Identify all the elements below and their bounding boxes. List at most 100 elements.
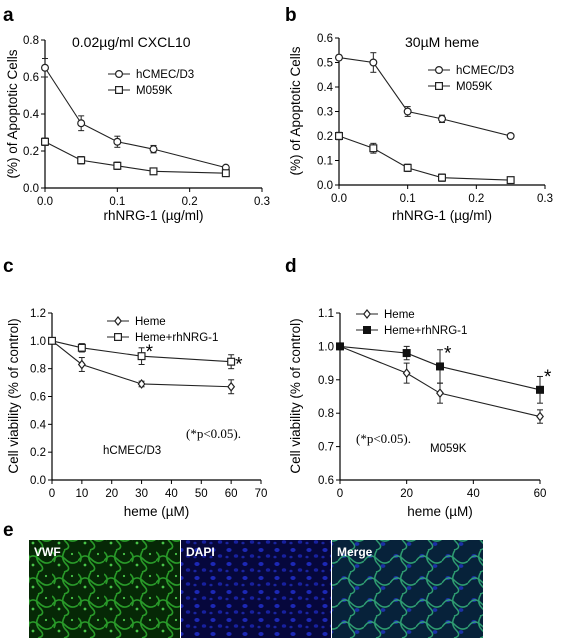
x-tick-label: 10 bbox=[75, 488, 88, 500]
y-tick-label: 0.8 bbox=[30, 364, 46, 376]
legend-marker bbox=[435, 65, 444, 74]
micrograph-vwf: VWF bbox=[29, 540, 180, 638]
cell-line-label: hCMEC/D3 bbox=[103, 445, 161, 457]
legend-label: M059K bbox=[136, 85, 173, 97]
x-tick-label: 60 bbox=[534, 488, 547, 500]
chart-panel-d: 0.6 0.7 0.8 0.9 1.0 1.1 0 20 40 60 heme (µM) Cell v… bbox=[288, 308, 552, 519]
legend-label: Heme+rhNRG-1 bbox=[135, 332, 218, 344]
x-tick-label: 0.2 bbox=[182, 196, 198, 208]
panel-letter-e: e bbox=[3, 520, 14, 541]
x-tick-label: 0 bbox=[49, 488, 55, 500]
y-tick-label: 0.6 bbox=[30, 392, 46, 404]
y-axis-label: (%) of Apoptotic Cells bbox=[5, 49, 20, 178]
micrograph-merge: Merge bbox=[332, 540, 483, 638]
x-tick-label: 40 bbox=[467, 488, 480, 500]
series-line bbox=[339, 345, 541, 418]
data-point bbox=[221, 169, 230, 178]
micrograph-dapi: DAPI bbox=[181, 540, 331, 638]
y-tick-label: 0.4 bbox=[317, 82, 334, 94]
legend-label: Heme bbox=[135, 316, 166, 328]
micrograph-label-merge: Merge bbox=[337, 545, 373, 559]
y-axis-label: Cell viability (% of control) bbox=[288, 318, 303, 473]
legend-label: M059K bbox=[456, 81, 493, 93]
data-point bbox=[536, 411, 544, 422]
chart-panel-c: 0.0 0.2 0.4 0.6 0.8 1.0 1.2 0 10 20 30 40 50 60 70 heme… bbox=[6, 308, 267, 519]
y-axis-label: (%) of Apoptotic Cells bbox=[288, 46, 303, 175]
data-point bbox=[149, 167, 158, 176]
x-tick-label: 0 bbox=[337, 488, 343, 500]
y-tick-label: 1.0 bbox=[318, 341, 334, 353]
data-point bbox=[137, 379, 146, 389]
data-point bbox=[436, 362, 445, 371]
x-tick-label: 50 bbox=[195, 488, 208, 500]
y-tick-label: 0.0 bbox=[30, 475, 46, 487]
micrograph-label-dapi: DAPI bbox=[186, 545, 215, 559]
legend-marker bbox=[114, 69, 123, 78]
series-0 bbox=[48, 335, 236, 395]
series-line bbox=[51, 340, 232, 388]
data-point bbox=[40, 137, 49, 146]
significance-star: * bbox=[544, 367, 552, 388]
y-tick-label: 0.4 bbox=[23, 109, 40, 121]
p-value-note: (*p<0.05). bbox=[186, 426, 241, 441]
data-point bbox=[438, 114, 447, 123]
x-tick-label: 0.0 bbox=[37, 196, 53, 208]
data-point bbox=[77, 359, 86, 370]
data-point bbox=[402, 349, 411, 358]
data-point bbox=[335, 132, 344, 141]
p-value-note: (*p<0.05). bbox=[356, 431, 411, 446]
x-tick-label: 40 bbox=[165, 488, 178, 500]
legend-marker bbox=[363, 326, 372, 335]
panel-letter-d: d bbox=[285, 256, 297, 277]
data-point bbox=[77, 156, 86, 165]
y-tick-label: 0.0 bbox=[23, 183, 39, 195]
panel-letter-b: b bbox=[285, 5, 297, 26]
y-tick-label: 0.3 bbox=[317, 107, 333, 119]
legend-marker bbox=[114, 316, 122, 326]
x-tick-label: 60 bbox=[225, 488, 238, 500]
y-tick-label: 0.2 bbox=[317, 131, 333, 143]
x-tick-label: 0.2 bbox=[468, 193, 484, 205]
x-tick-label: 0.1 bbox=[400, 193, 416, 205]
significance-star: * bbox=[444, 344, 452, 365]
y-tick-label: 0.8 bbox=[318, 408, 334, 420]
data-point bbox=[113, 161, 122, 170]
data-point bbox=[403, 107, 412, 116]
data-point bbox=[227, 381, 236, 392]
data-point bbox=[40, 63, 49, 72]
legend-marker bbox=[114, 85, 123, 94]
y-tick-label: 1.0 bbox=[30, 336, 46, 348]
x-axis-label: heme (µM) bbox=[407, 504, 473, 519]
series-line bbox=[51, 340, 232, 363]
x-tick-label: 20 bbox=[105, 488, 118, 500]
y-tick-label: 1.2 bbox=[30, 308, 46, 320]
x-tick-label: 30 bbox=[135, 488, 148, 500]
legend-label: Heme bbox=[384, 309, 415, 321]
legend-label: hCMEC/D3 bbox=[456, 65, 514, 77]
chart-panel-b: 0.0 0.1 0.2 0.3 0.4 0.5 0.6 0.0 0.1 0.2 0.3 rhNRG-1… bbox=[288, 33, 553, 223]
data-point bbox=[113, 137, 122, 146]
y-axis-label: Cell viability (% of control) bbox=[6, 318, 21, 473]
data-point bbox=[149, 145, 158, 154]
legend-marker bbox=[363, 309, 371, 319]
data-point bbox=[335, 53, 344, 62]
data-point bbox=[369, 144, 378, 153]
x-tick-label: 70 bbox=[255, 488, 268, 500]
data-point bbox=[506, 132, 515, 141]
y-tick-label: 0.2 bbox=[23, 146, 39, 158]
y-tick-label: 0.4 bbox=[30, 419, 47, 431]
chart-panel-a: 0.0 0.2 0.4 0.6 0.8 0.0 0.1 0.2 0.3 rhNRG-1 (µg/m… bbox=[5, 34, 270, 223]
legend-marker bbox=[113, 333, 122, 342]
x-tick-label: 0.3 bbox=[254, 196, 270, 208]
data-point bbox=[403, 163, 412, 172]
data-point bbox=[402, 368, 411, 379]
data-point bbox=[436, 388, 444, 399]
x-tick-label: 0.1 bbox=[109, 196, 125, 208]
series-1 bbox=[40, 137, 230, 178]
y-tick-label: 0.7 bbox=[318, 442, 334, 454]
panel-letter-c: c bbox=[3, 256, 14, 277]
y-tick-label: 0.6 bbox=[317, 33, 333, 45]
series-1 bbox=[335, 131, 515, 185]
data-point bbox=[77, 119, 86, 128]
